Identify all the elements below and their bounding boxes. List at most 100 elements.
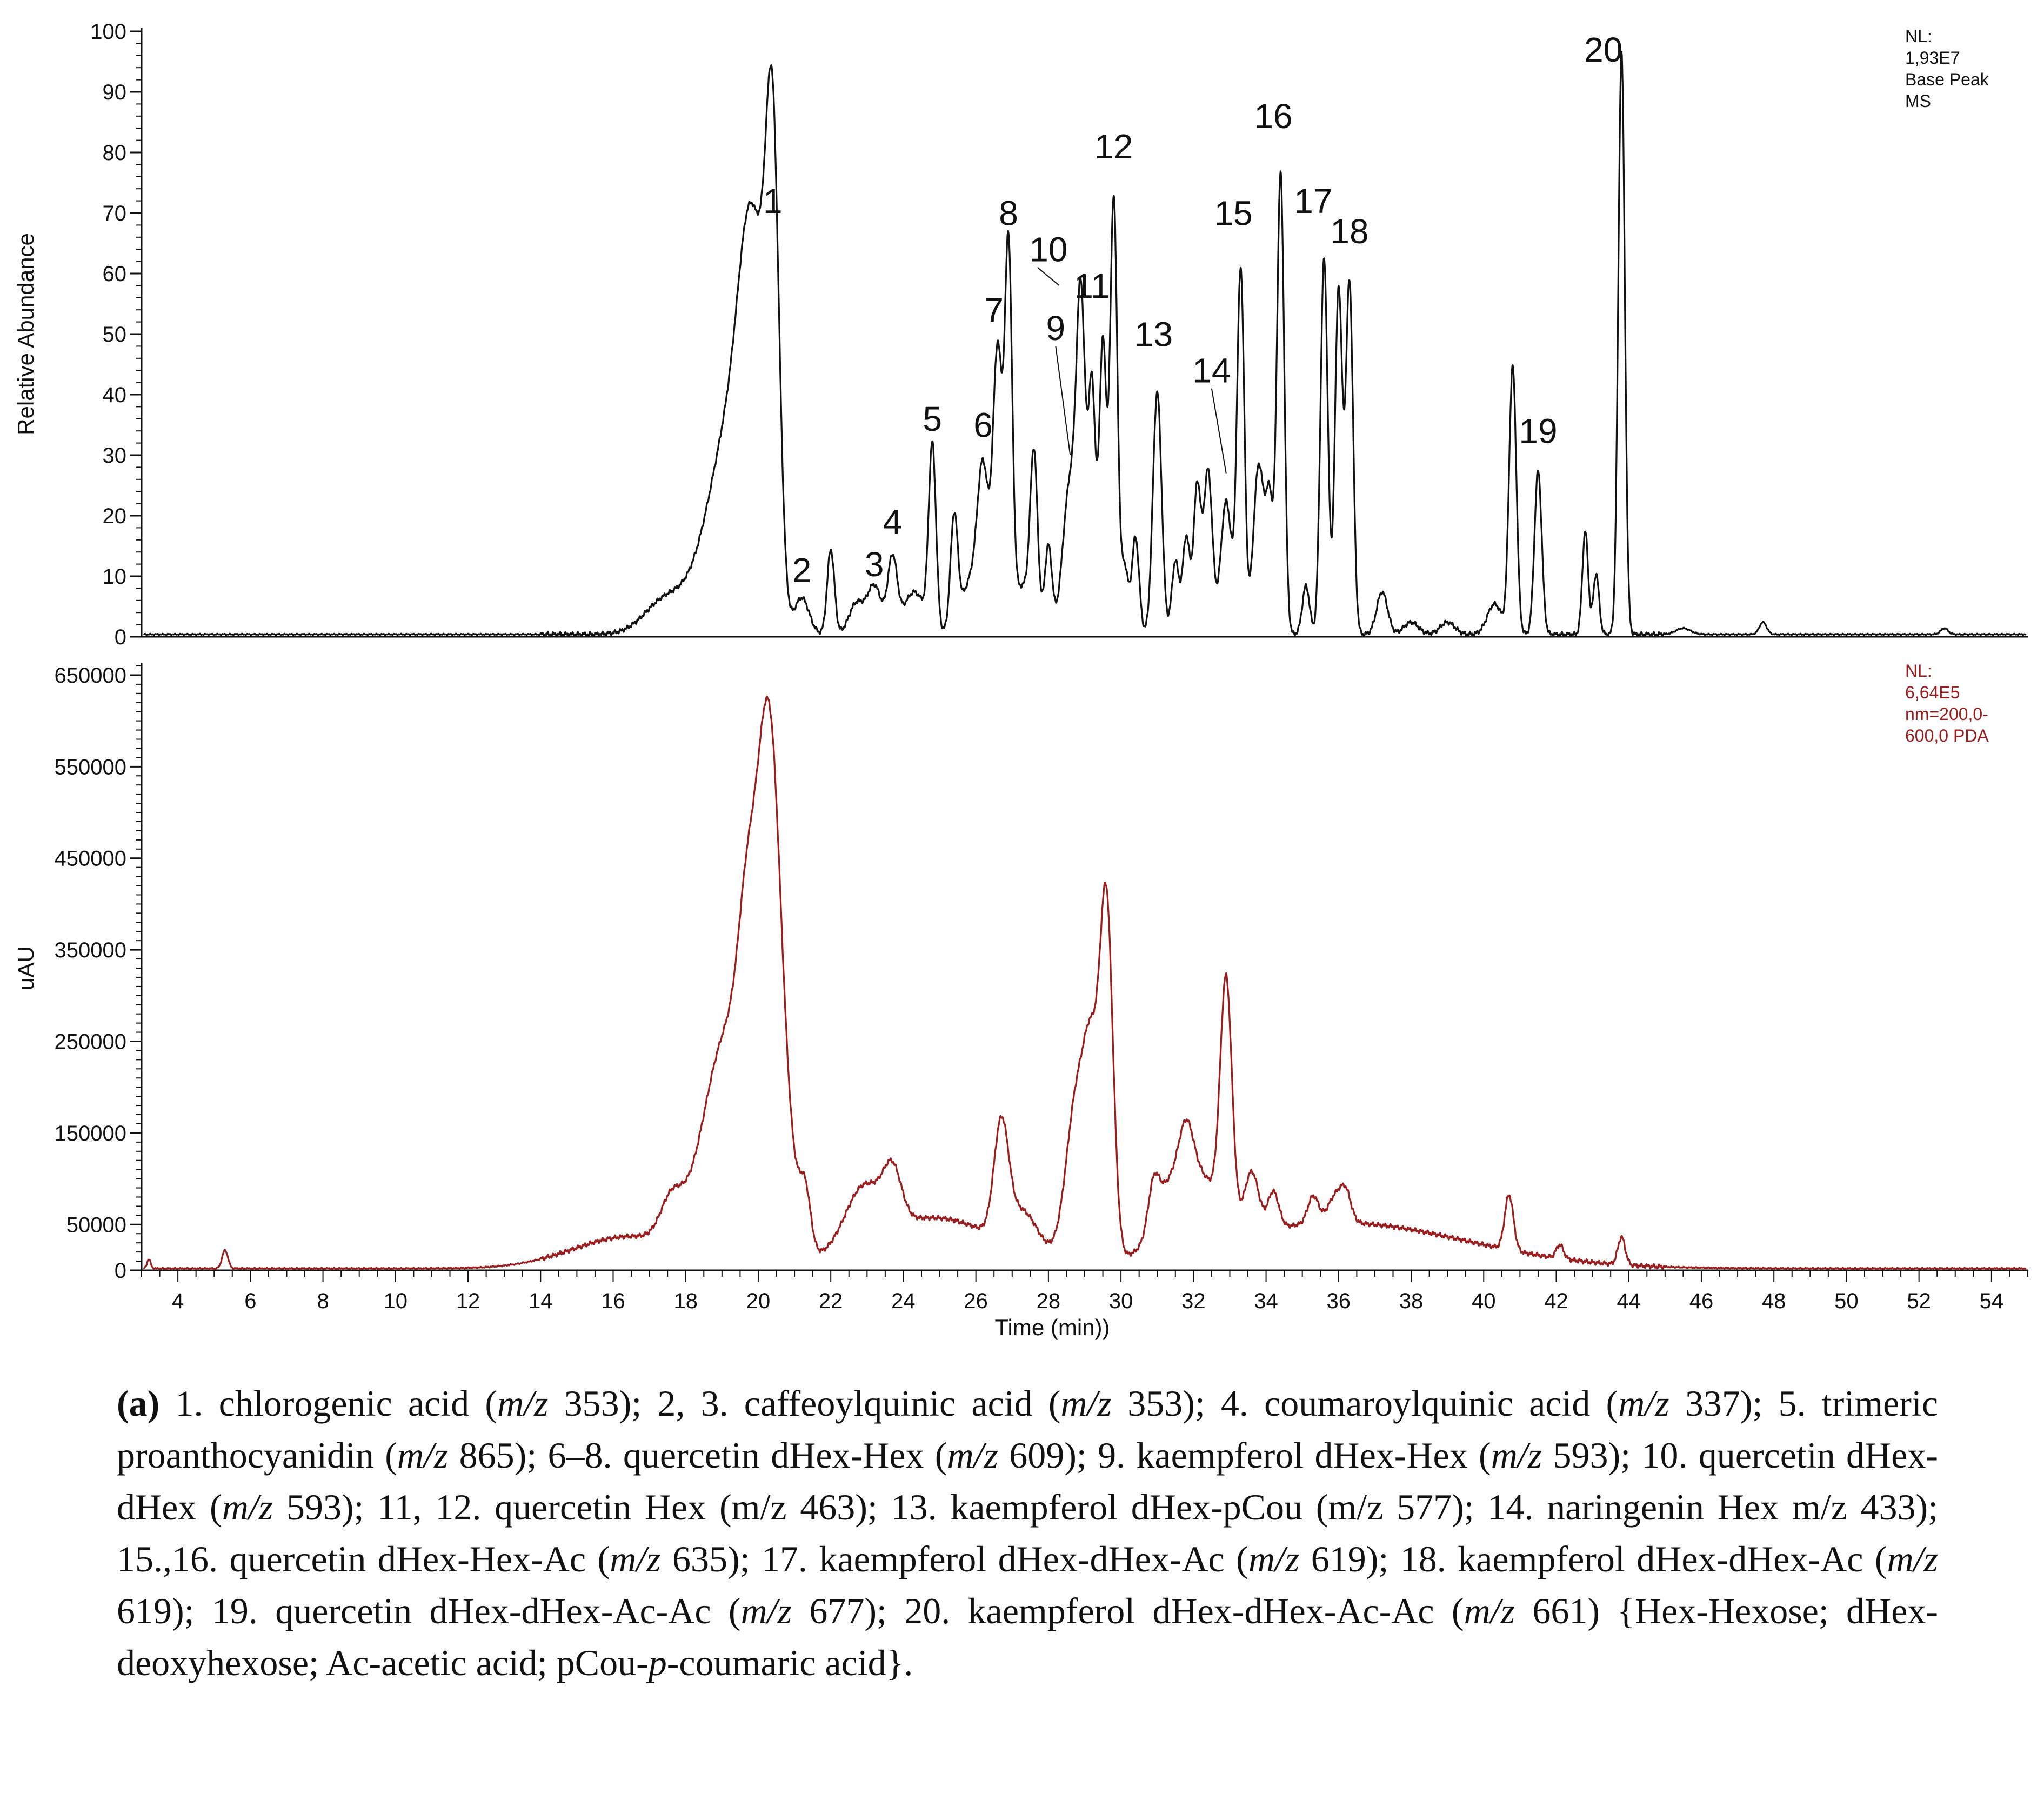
x-tick-label: 16 bbox=[601, 1289, 625, 1313]
x-tick-label: 12 bbox=[456, 1289, 480, 1313]
caption-segment: m/z bbox=[610, 1538, 661, 1579]
caption-segment: m/z bbox=[1248, 1538, 1300, 1579]
caption-segment: 619); 19. quercetin dHex-dHex-Ac-Ac ( bbox=[117, 1590, 741, 1631]
y-tick-label: 10 bbox=[103, 565, 127, 589]
nl-info-line: nm=200,0- bbox=[1905, 704, 1988, 724]
x-tick-label: 48 bbox=[1762, 1289, 1786, 1313]
caption-segment: m/z bbox=[1060, 1383, 1112, 1424]
peak-label: 11 bbox=[1074, 266, 1110, 305]
y-axis-title: Relative Abundance bbox=[13, 233, 38, 435]
x-tick-label: 36 bbox=[1327, 1289, 1351, 1313]
figure-caption: (a) 1. chlorogenic acid (m/z 353); 2, 3.… bbox=[117, 1377, 1938, 1689]
peak-label: 7 bbox=[984, 291, 1004, 330]
peak-label: 5 bbox=[923, 399, 942, 438]
x-tick-label: 42 bbox=[1544, 1289, 1568, 1313]
peak-label: 16 bbox=[1254, 97, 1292, 136]
ms-base-peak-chart: 0 10 20 30 40 50 60 70 80 90 100 Relative Abundance… bbox=[13, 20, 2028, 649]
caption-segment: 619); 18. kaempferol dHex-dHex-Ac ( bbox=[1299, 1538, 1887, 1579]
y-tick-label: 60 bbox=[103, 262, 127, 286]
y-tick-label: 250000 bbox=[55, 1030, 126, 1054]
x-tick-label: 6 bbox=[244, 1289, 256, 1313]
x-tick-label: 32 bbox=[1181, 1289, 1206, 1313]
nl-info-line: NL: bbox=[1905, 26, 1932, 46]
x-tick-label: 44 bbox=[1617, 1289, 1641, 1313]
caption-segment: 353); 4. coumaroylquinic acid ( bbox=[1112, 1383, 1619, 1424]
y-tick-label: 40 bbox=[103, 383, 127, 407]
caption-segment: 661) {Hex-Hexose; dHex-deoxyhexose; Ac-a… bbox=[117, 1590, 1938, 1683]
caption-segment: m/z bbox=[497, 1383, 549, 1424]
caption-segment: 337); 5. trimeric proanthocyanidin ( bbox=[117, 1383, 1939, 1476]
x-tick-label: 52 bbox=[1907, 1289, 1931, 1313]
peak-label: 15 bbox=[1214, 194, 1253, 232]
caption-segment: 865); 6–8. quercetin dHex-Hex ( bbox=[448, 1435, 947, 1476]
caption-label: (a) bbox=[117, 1383, 160, 1424]
y-axis-title: uAU bbox=[13, 946, 38, 990]
peak-label: 9 bbox=[1046, 309, 1066, 348]
caption-segment: m/z bbox=[1618, 1383, 1669, 1424]
x-tick-label: 20 bbox=[746, 1289, 771, 1313]
caption-segment: 353); 2, 3. caffeoylquinic acid ( bbox=[548, 1383, 1061, 1424]
y-tick-label: 650000 bbox=[55, 664, 126, 688]
x-tick-label: 54 bbox=[1980, 1289, 2004, 1313]
peak-label: 4 bbox=[883, 503, 902, 542]
caption-segment: m/z bbox=[1887, 1538, 1938, 1579]
caption-segment: 593); 11, 12. quercetin Hex (m/z 463); 1… bbox=[117, 1487, 1938, 1579]
chromatogram-figure: 0 10 20 30 40 50 60 70 80 90 100 Relative Abundance… bbox=[13, 20, 2028, 1340]
x-tick-label: 30 bbox=[1109, 1289, 1133, 1313]
caption-segment: 593); 10. quercetin dHex-dHex ( bbox=[117, 1435, 1938, 1528]
peak-label: 13 bbox=[1134, 315, 1173, 354]
peak-label: 10 bbox=[1029, 230, 1067, 269]
peak-leader-line bbox=[1037, 267, 1060, 286]
chromatogram-trace bbox=[143, 695, 2027, 1270]
pda-uv-chart: 0 50000 150000 250000 350000 450000 550000 6500… bbox=[13, 661, 2028, 1340]
nl-info-line: 1,93E7 bbox=[1905, 48, 1960, 68]
caption-segment: p bbox=[648, 1642, 667, 1683]
y-tick-label: 50000 bbox=[66, 1213, 126, 1237]
y-tick-label: 450000 bbox=[55, 847, 126, 871]
peak-leader-line bbox=[1211, 388, 1227, 474]
x-tick-label: 18 bbox=[673, 1289, 698, 1313]
nl-info-line: 600,0 PDA bbox=[1905, 726, 1989, 745]
peak-label: 1 bbox=[763, 182, 783, 221]
peak-label: 14 bbox=[1192, 351, 1231, 390]
y-tick-label: 20 bbox=[103, 504, 127, 528]
y-tick-label: 0 bbox=[115, 1259, 126, 1283]
caption-segment: m/z bbox=[947, 1435, 998, 1476]
peak-label: 19 bbox=[1519, 412, 1557, 451]
peak-label: 2 bbox=[792, 551, 812, 590]
peak-label: 8 bbox=[999, 194, 1018, 232]
caption-segment: m/z bbox=[740, 1590, 792, 1631]
x-tick-label: 10 bbox=[384, 1289, 408, 1313]
x-tick-label: 4 bbox=[172, 1289, 184, 1313]
nl-info-line: Base Peak bbox=[1905, 70, 1989, 89]
y-tick-label: 150000 bbox=[55, 1122, 126, 1145]
x-tick-label: 22 bbox=[819, 1289, 843, 1313]
y-tick-label: 80 bbox=[103, 141, 127, 165]
y-tick-label: 90 bbox=[103, 81, 127, 104]
y-tick-label: 100 bbox=[90, 20, 126, 44]
nl-info-line: NL: bbox=[1905, 661, 1932, 681]
y-tick-label: 70 bbox=[103, 202, 127, 225]
caption-segment: m/z bbox=[397, 1435, 449, 1476]
caption-segment: -coumaric acid}. bbox=[666, 1642, 913, 1683]
peak-label: 3 bbox=[865, 545, 884, 584]
caption-text: (a) 1. chlorogenic acid (m/z 353); 2, 3.… bbox=[117, 1377, 1938, 1689]
caption-segment: 609); 9. kaempferol dHex-Hex ( bbox=[998, 1435, 1491, 1476]
x-tick-label: 40 bbox=[1472, 1289, 1496, 1313]
x-tick-label: 24 bbox=[891, 1289, 916, 1313]
peak-label: 17 bbox=[1294, 182, 1332, 221]
y-tick-label: 50 bbox=[103, 323, 127, 346]
chromatogram-trace bbox=[143, 51, 2027, 638]
caption-segment: 635); 17. kaempferol dHex-dHex-Ac ( bbox=[660, 1538, 1248, 1579]
x-tick-label: 34 bbox=[1254, 1289, 1278, 1313]
x-tick-label: 28 bbox=[1037, 1289, 1061, 1313]
y-tick-label: 30 bbox=[103, 444, 127, 468]
nl-info-line: MS bbox=[1905, 91, 1931, 111]
peak-label: 6 bbox=[973, 405, 993, 444]
x-tick-label: 50 bbox=[1834, 1289, 1859, 1313]
x-tick-label: 8 bbox=[317, 1289, 329, 1313]
peak-label: 20 bbox=[1584, 30, 1622, 69]
x-tick-label: 26 bbox=[964, 1289, 988, 1313]
caption-segment: m/z bbox=[222, 1487, 273, 1528]
peak-leader-line bbox=[1055, 346, 1071, 456]
